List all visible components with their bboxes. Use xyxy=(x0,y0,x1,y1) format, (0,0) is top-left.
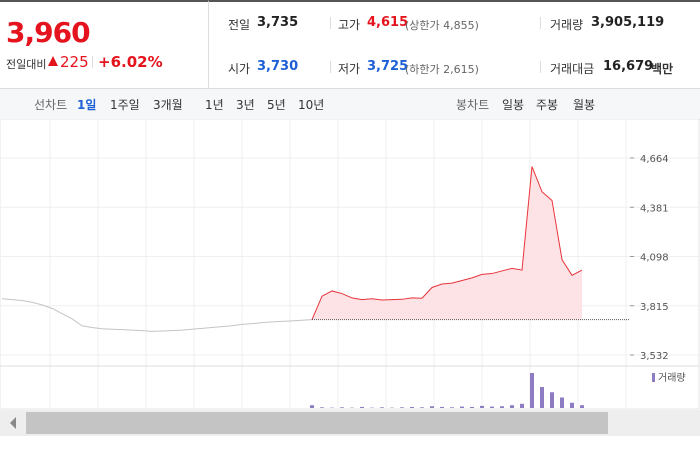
volume-bar xyxy=(500,406,504,408)
volume-bar xyxy=(450,407,454,408)
volume-bar xyxy=(380,407,384,408)
tab[interactable]: 3개월 xyxy=(153,98,183,112)
info-value: 3,905,119 xyxy=(591,15,665,30)
line xyxy=(1,298,313,332)
legend-label: 거래량 xyxy=(658,372,686,384)
tab[interactable]: 주봉 xyxy=(536,98,559,112)
change-rate: +6.02% xyxy=(98,53,163,71)
info-value: 3,730 xyxy=(257,59,299,74)
volume-bar xyxy=(310,405,314,408)
quote-panel xyxy=(0,0,209,90)
volume-bar xyxy=(430,406,434,408)
info-unit: 백만 xyxy=(651,62,674,76)
info-label: 고가 xyxy=(338,18,361,32)
volume-bar xyxy=(340,407,344,408)
line xyxy=(311,166,583,320)
y-tick-label: 3,815 xyxy=(640,302,669,313)
tab-group-label: 봉차트 xyxy=(456,98,490,112)
tab[interactable]: 1일 xyxy=(77,98,97,112)
area xyxy=(312,166,582,320)
y-tick-label: 4,381 xyxy=(640,203,669,214)
volume-bar xyxy=(480,405,484,408)
chart: 3,532 3,815 4,098 4,381 4,664 거래량 xyxy=(0,119,700,436)
y-tick-label: 4,098 xyxy=(640,253,669,264)
volume-bar xyxy=(510,405,514,408)
volume-bar xyxy=(360,406,364,408)
volume-bar xyxy=(560,397,564,408)
volume-bar xyxy=(420,407,424,408)
y-tick-label: 4,664 xyxy=(640,154,669,165)
volume-bar xyxy=(470,406,474,408)
info-value: 3,735 xyxy=(257,15,299,30)
separator xyxy=(540,61,541,73)
tab[interactable]: 10년 xyxy=(298,98,325,112)
volume-bar xyxy=(400,407,404,408)
info-value: 3,725 xyxy=(367,59,409,74)
info-label: 거래량 xyxy=(550,18,584,32)
volume-bar xyxy=(320,407,324,408)
legend-swatch xyxy=(652,373,655,382)
volume-bar xyxy=(540,387,544,408)
volume-bar xyxy=(550,392,554,408)
volume-bar xyxy=(490,406,494,408)
info-label: 시가 xyxy=(228,62,251,76)
scroll-left[interactable] xyxy=(10,417,16,429)
price: 3,960 xyxy=(6,16,91,49)
up-arrow xyxy=(48,56,58,66)
info-label: 거래대금 xyxy=(550,62,595,76)
tab[interactable]: 일봉 xyxy=(502,98,525,112)
tab[interactable]: 월봉 xyxy=(573,98,596,112)
info-panel xyxy=(209,0,700,90)
info-label: 전일 xyxy=(228,18,251,32)
change-label: 전일대비 xyxy=(6,58,47,71)
separator xyxy=(540,17,541,29)
scrollbar-thumb[interactable] xyxy=(26,412,608,434)
tab[interactable]: 3년 xyxy=(236,98,255,112)
volume-bar xyxy=(410,406,414,408)
info-value: 16,679 xyxy=(603,59,654,74)
volume-bar xyxy=(520,403,524,408)
info-label: 저가 xyxy=(338,62,361,76)
separator xyxy=(330,61,331,73)
info-value: 4,615 xyxy=(367,15,409,30)
info-note: (상한가 4,855) xyxy=(405,19,479,32)
change: 225 xyxy=(60,53,89,71)
separator xyxy=(92,56,93,68)
tab[interactable]: 1주일 xyxy=(110,98,140,112)
y-tick-label: 3,532 xyxy=(640,351,669,362)
tab[interactable]: 1년 xyxy=(205,98,224,112)
tab-group-label: 선차트 xyxy=(34,98,68,112)
volume-bar xyxy=(570,402,574,408)
volume-bar xyxy=(460,406,464,408)
volume-bar xyxy=(580,405,584,408)
tab[interactable]: 5년 xyxy=(267,98,286,112)
chart-frame xyxy=(0,119,700,410)
info-note: (하한가 2,615) xyxy=(405,63,479,76)
volume-bar xyxy=(440,406,444,408)
volume-bar xyxy=(530,373,534,408)
separator xyxy=(330,17,331,29)
